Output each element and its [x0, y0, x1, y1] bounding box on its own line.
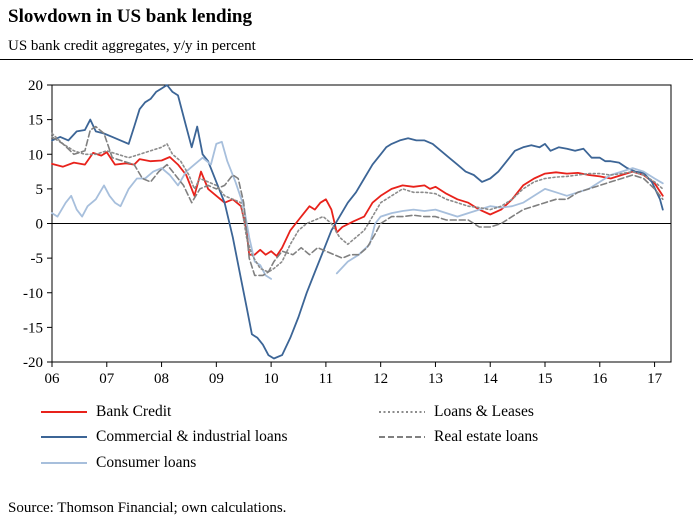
legend-label: Real estate loans	[434, 428, 539, 445]
x-tick-label: 17	[647, 371, 663, 387]
series-line	[51, 84, 664, 360]
series-line	[51, 140, 273, 280]
legend-item: Loans & Leases	[378, 403, 534, 421]
x-tick-label: 13	[428, 371, 443, 387]
legend-swatch	[41, 436, 87, 438]
legend-item: Real estate loans	[378, 428, 538, 446]
legend-label: Consumer loans	[96, 454, 197, 471]
legend-swatch	[379, 411, 425, 413]
series-line	[51, 151, 664, 257]
x-tick-label: 09	[209, 371, 224, 387]
legend-item: Consumer loans	[40, 454, 196, 472]
x-tick-label: 12	[373, 371, 388, 387]
title-divider	[0, 59, 693, 60]
legend-label: Bank Credit	[96, 403, 172, 420]
x-tick-label: 11	[319, 371, 333, 387]
x-tick-label: 14	[483, 371, 499, 387]
legend-label: Commercial & industrial loans	[96, 428, 288, 445]
y-tick-label: 20	[28, 78, 43, 94]
y-tick-label: 10	[28, 147, 43, 163]
source-note: Source: Thomson Financial; own calculati…	[8, 500, 287, 516]
legend-swatch	[379, 436, 425, 438]
legend-label: Loans & Leases	[434, 403, 534, 420]
x-tick-label: 15	[538, 371, 553, 387]
series-line	[335, 167, 664, 275]
chart-subtitle: US bank credit aggregates, y/y in percen…	[8, 38, 256, 54]
chart-title: Slowdown in US bank lending	[8, 6, 252, 27]
x-tick-label: 07	[99, 371, 115, 387]
legend-item: Bank Credit	[40, 403, 171, 421]
series-line	[51, 125, 664, 277]
series-line	[51, 132, 664, 273]
y-tick-label: -15	[23, 320, 43, 336]
y-tick-label: 15	[28, 113, 43, 129]
y-tick-label: 0	[36, 217, 44, 233]
legend-item: Commercial & industrial loans	[40, 428, 288, 446]
y-tick-label: -10	[23, 286, 43, 302]
y-tick-label: -20	[23, 355, 43, 371]
x-tick-label: 08	[154, 371, 169, 387]
legend-swatch	[41, 462, 87, 464]
x-tick-label: 06	[45, 371, 61, 387]
y-tick-label: 5	[36, 182, 44, 198]
legend-swatch	[41, 411, 87, 413]
x-tick-label: 16	[592, 371, 608, 387]
x-tick-label: 10	[264, 371, 279, 387]
y-tick-label: -5	[31, 251, 44, 267]
